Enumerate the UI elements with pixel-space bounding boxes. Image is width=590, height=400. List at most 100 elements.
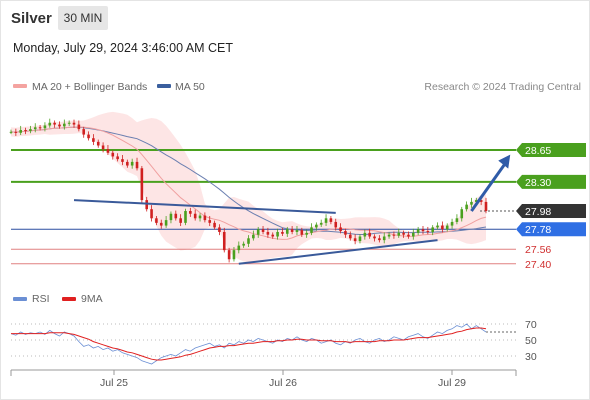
level-label-27.98: 27.98 <box>525 206 551 218</box>
ma20-line <box>10 126 487 240</box>
candle-body <box>315 224 318 228</box>
candle-body <box>242 243 245 246</box>
candle-body <box>281 231 284 234</box>
candle-body <box>411 232 415 237</box>
candle-body <box>237 245 241 251</box>
candle-body <box>155 218 158 223</box>
candle-body <box>353 238 357 242</box>
candle-body <box>290 229 294 232</box>
candle-body <box>470 201 473 205</box>
main-plot: 28.65 28.30 27.98 27.78 27.56 27.40 <box>9 111 586 271</box>
candle-body <box>363 232 367 237</box>
rsi-tick-30: 30 <box>525 351 537 363</box>
candle-body <box>368 232 371 237</box>
candle-body <box>222 231 226 251</box>
candle-body <box>310 227 313 233</box>
rsi-tick-50: 50 <box>525 335 537 347</box>
candle-body <box>431 227 434 232</box>
candle-body <box>106 149 110 153</box>
candle-body <box>334 221 338 228</box>
candle-body <box>382 236 386 241</box>
timeframe-badge[interactable]: 30 MIN <box>58 6 108 30</box>
candle-body <box>329 218 333 222</box>
candle-body <box>38 127 42 129</box>
candle-body <box>67 122 71 124</box>
candle-body <box>58 124 61 127</box>
candle-body <box>247 238 250 244</box>
level-tag-27.98 <box>516 204 586 219</box>
instrument-title: Silver <box>11 10 52 27</box>
candle-body <box>266 231 270 235</box>
candle-body <box>126 161 129 166</box>
candle-body <box>150 209 153 219</box>
forecast-arrow-head <box>498 154 511 169</box>
candle-body <box>261 229 265 232</box>
candle-body <box>82 129 86 135</box>
candle-body <box>378 238 381 241</box>
legend-swatch-ma50 <box>157 84 171 88</box>
candle-body <box>285 229 289 234</box>
level-label-27.78: 27.78 <box>525 224 551 236</box>
candle-body <box>324 218 328 223</box>
candle-body <box>33 127 37 130</box>
ma50-line <box>10 126 487 235</box>
candle-body <box>96 141 100 146</box>
candle-body <box>407 234 410 237</box>
candle-body <box>475 200 478 202</box>
candle-body <box>271 234 275 237</box>
candle-body <box>276 231 279 237</box>
candle-body <box>232 250 236 260</box>
candle-body <box>358 236 362 242</box>
x-tick-label: Jul 25 <box>100 377 128 389</box>
candle-body <box>203 215 207 221</box>
legend-label-ma50: MA 50 <box>175 81 205 93</box>
candle-body <box>198 215 202 219</box>
candle-body <box>295 230 299 232</box>
candle-body <box>29 129 32 131</box>
candle-body <box>227 250 231 260</box>
candle-body <box>24 130 27 132</box>
rsi-plot: 70 50 30 <box>10 319 537 365</box>
candle-body <box>397 232 401 236</box>
level-label-27.40: 27.40 <box>525 259 551 271</box>
candle-body <box>193 213 197 219</box>
candle-body <box>339 227 342 232</box>
candle-body <box>218 227 221 232</box>
legend-swatch-rsi <box>13 297 27 301</box>
candle-body <box>465 204 468 210</box>
candle-body <box>348 234 352 239</box>
legend-label-ma20: MA 20 + Bollinger Bands <box>32 81 147 93</box>
candle-body <box>305 232 308 235</box>
candle-body <box>135 161 139 169</box>
trendline-1 <box>238 239 438 265</box>
chart-datetime: Monday, July 29, 2024 3:46:00 AM CET <box>13 41 234 55</box>
candle-body <box>14 131 18 133</box>
x-tick-label: Jul 29 <box>438 377 466 389</box>
rsi-tick-70: 70 <box>525 319 537 331</box>
candle-body <box>373 236 376 239</box>
legend-label-9ma: 9MA <box>81 293 103 305</box>
candle-body <box>213 222 216 228</box>
level-label-28.65: 28.65 <box>525 145 551 157</box>
candle-body <box>77 124 81 130</box>
level-label-28.30: 28.30 <box>525 177 551 189</box>
candle-body <box>208 220 212 223</box>
legend-label-rsi: RSI <box>32 293 50 305</box>
level-label-27.56: 27.56 <box>525 244 551 256</box>
candle-body <box>72 122 76 125</box>
candle-body <box>189 211 192 214</box>
candle-body <box>116 156 119 160</box>
level-tag-27.78 <box>516 222 586 237</box>
candle-body <box>130 161 134 166</box>
x-tick-label: Jul 26 <box>269 377 297 389</box>
candle-body <box>460 209 464 219</box>
candle-body <box>344 231 347 235</box>
candle-body <box>402 232 405 235</box>
candle-body <box>184 211 187 223</box>
legend-swatch-9ma <box>62 297 76 301</box>
candle-body <box>441 225 444 230</box>
candle-body <box>450 221 454 226</box>
candle-body <box>174 213 178 219</box>
candle-body <box>53 122 56 125</box>
